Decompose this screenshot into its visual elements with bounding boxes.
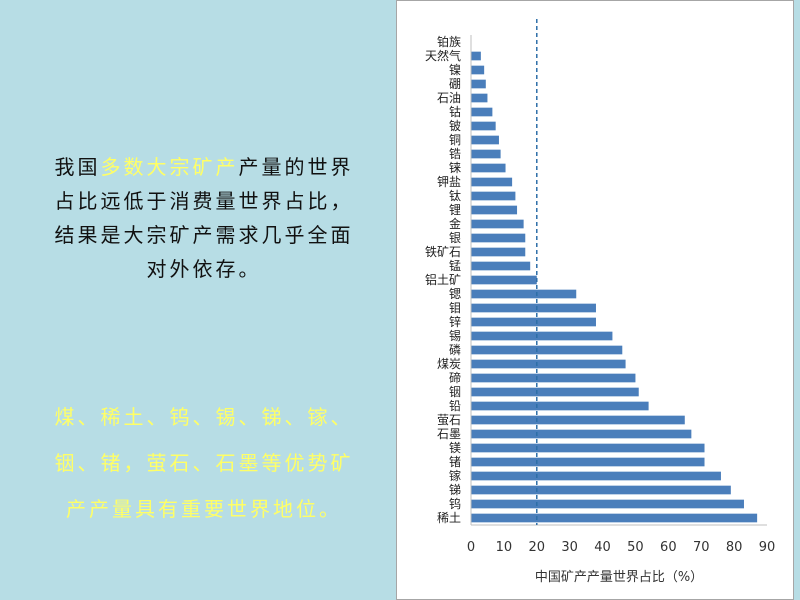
- bar-碲: [471, 373, 636, 383]
- bar-钨: [471, 499, 744, 509]
- category-label-锑: 锑: [449, 483, 461, 497]
- category-label-铼: 铼: [449, 161, 461, 175]
- bar-银: [471, 233, 526, 243]
- category-label-锂: 锂: [449, 202, 461, 217]
- advantage-line-1: 煤、稀土、钨、锡、锑、镓、: [54, 405, 354, 429]
- category-label-镓: 镓: [449, 468, 461, 483]
- summary-line-1-post: 产量的世界: [238, 155, 354, 179]
- bar-chart: 铂族天然气镍硼石油钴铍铜锆铼钾盐钛锂金银铁矿石锰铝土矿锶钼锌锡磷煤炭碲铟铅萤石石…: [425, 19, 775, 585]
- summary-line-4: 对外依存。: [146, 257, 262, 281]
- x-tick-label-90: 90: [759, 540, 776, 555]
- bar-锆: [471, 149, 501, 159]
- category-label-铝土矿: 铝土矿: [425, 272, 461, 287]
- category-label-石墨: 石墨: [437, 427, 461, 441]
- category-label-硼: 硼: [449, 77, 461, 91]
- category-label-钴: 钴: [449, 104, 461, 119]
- category-label-萤石: 萤石: [437, 413, 461, 427]
- category-label-银: 银: [449, 231, 461, 245]
- advantage-line-2: 铟、锗，萤石、石墨等优势矿: [54, 451, 354, 475]
- summary-line-1-pre: 我国: [54, 155, 101, 179]
- summary-text: 我国多数大宗矿产产量的世界 占比远低于消费量世界占比， 结果是大宗矿产需求几乎全…: [18, 150, 390, 286]
- bar-钼: [471, 303, 596, 313]
- category-label-锆: 锆: [449, 147, 461, 161]
- category-label-金: 金: [449, 216, 461, 231]
- category-label-铁矿石: 铁矿石: [425, 245, 461, 259]
- bar-锡: [471, 331, 613, 341]
- chart-panel: 铂族 天然气镍硼石油钴铍铜锆铼钾盐钛锂金银铁矿石锰铝土矿锶钼锌锡磷煤炭碲铟铅萤石石…: [396, 0, 794, 600]
- category-label-锗: 锗: [449, 454, 461, 469]
- x-tick-label-40: 40: [594, 540, 611, 555]
- advantage-minerals-text: 煤、稀土、钨、锡、锑、镓、 铟、锗，萤石、石墨等优势矿 产产量具有重要世界地位。: [18, 394, 390, 532]
- bar-锶: [471, 289, 577, 299]
- category-label-锡: 锡: [449, 328, 461, 343]
- category-label-钾盐: 钾盐: [437, 175, 461, 189]
- bar-天然气: [471, 51, 481, 61]
- category-label-铂族: 铂族: [437, 34, 461, 49]
- bar-锌: [471, 317, 596, 327]
- bar-铝土矿: [471, 275, 537, 285]
- bar-钾盐: [471, 177, 513, 187]
- category-label-铜: 铜: [449, 132, 461, 147]
- bar-镓: [471, 471, 721, 481]
- bar-煤炭: [471, 359, 626, 369]
- category-label-稀土: 稀土: [437, 511, 461, 525]
- category-label-镍: 镍: [449, 63, 461, 77]
- category-label-铍: 铍: [449, 119, 461, 133]
- bar-石墨: [471, 429, 692, 439]
- bar-铼: [471, 163, 506, 173]
- category-labels-group: 铂族天然气镍硼石油钴铍铜锆铼钾盐钛锂金银铁矿石锰铝土矿锶钼锌锡磷煤炭碲铟铅萤石石…: [425, 34, 461, 525]
- summary-line-1-highlight: 多数大宗矿产: [100, 155, 239, 179]
- x-tick-label-80: 80: [726, 540, 743, 555]
- bar-钛: [471, 191, 516, 201]
- bar-铍: [471, 121, 496, 131]
- bar-钴: [471, 107, 493, 117]
- x-tick-label-20: 20: [529, 540, 546, 555]
- bar-镍: [471, 65, 485, 75]
- summary-line-3: 结果是大宗矿产需求几乎全面: [54, 223, 354, 247]
- category-label-石油: 石油: [437, 91, 461, 105]
- category-label-碲: 碲: [449, 370, 461, 385]
- x-tick-label-30: 30: [561, 540, 578, 555]
- bar-镁: [471, 443, 705, 453]
- category-label-天然气: 天然气: [425, 48, 461, 63]
- summary-line-2: 占比远低于消费量世界占比，: [54, 189, 354, 213]
- advantage-line-3: 产产量具有重要世界地位。: [66, 497, 342, 521]
- category-label-钨: 钨: [449, 496, 461, 511]
- x-tick-label-0: 0: [467, 540, 475, 555]
- bar-铟: [471, 387, 639, 397]
- bars-group: [471, 51, 758, 523]
- category-label-锶: 锶: [449, 287, 461, 301]
- category-label-磷: 磷: [449, 342, 461, 357]
- x-axis-group: 0 10 20 30 40 50 60 70 80 90: [467, 35, 775, 555]
- category-label-锌: 锌: [449, 315, 461, 329]
- summary-line-1: 我国多数大宗矿产产量的世界: [18, 150, 390, 184]
- category-label-铅: 铅: [449, 399, 461, 413]
- bar-锗: [471, 457, 705, 467]
- category-label-镁: 镁: [449, 441, 461, 455]
- bar-铅: [471, 401, 649, 411]
- category-label-铟: 铟: [449, 385, 461, 399]
- category-label-钼: 钼: [449, 301, 461, 315]
- bar-锂: [471, 205, 518, 215]
- bar-铁矿石: [471, 247, 526, 257]
- x-axis-label: 中国矿产产量世界占比（%）: [535, 570, 703, 585]
- category-label-锰: 锰: [449, 258, 461, 273]
- category-label-钛: 钛: [449, 188, 461, 203]
- bar-硼: [471, 79, 486, 89]
- bar-稀土: [471, 513, 758, 523]
- bar-铜: [471, 135, 499, 145]
- bar-石油: [471, 93, 488, 103]
- category-label-煤炭: 煤炭: [437, 357, 461, 371]
- bar-萤石: [471, 415, 685, 425]
- x-tick-label-70: 70: [693, 540, 710, 555]
- x-tick-label-50: 50: [627, 540, 644, 555]
- bar-磷: [471, 345, 623, 355]
- x-tick-label-10: 10: [496, 540, 513, 555]
- x-tick-label-60: 60: [660, 540, 677, 555]
- bar-锑: [471, 485, 731, 495]
- bar-金: [471, 219, 524, 229]
- bar-锰: [471, 261, 531, 271]
